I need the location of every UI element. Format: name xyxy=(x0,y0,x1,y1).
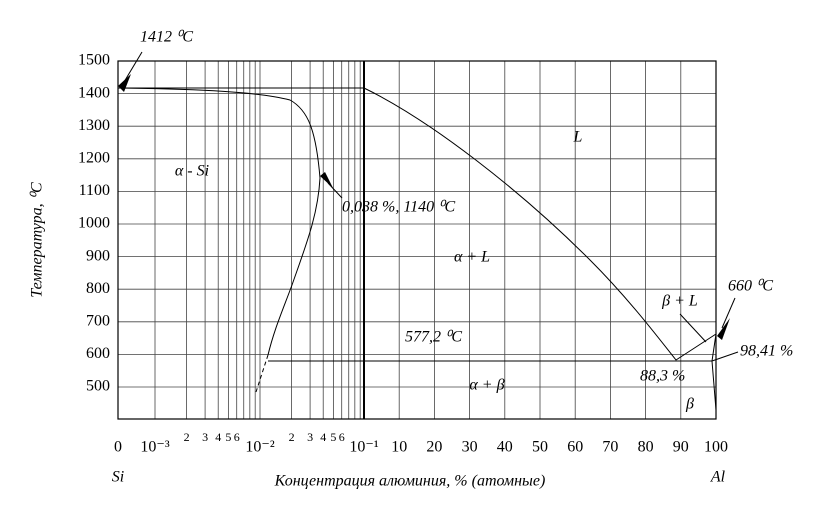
annotation: 98,41 % xyxy=(740,343,793,360)
y-tick-label: 900 xyxy=(86,247,110,264)
x-tick-label: 5 xyxy=(225,430,231,444)
x-tick-label: 80 xyxy=(638,439,654,456)
leader xyxy=(721,297,736,329)
annotation: 577,2 ⁰C xyxy=(405,329,462,346)
x-tick-label: 2 xyxy=(289,430,295,444)
x-tick-label: 60 xyxy=(567,439,583,456)
leader xyxy=(327,182,343,199)
y-tick-label: 600 xyxy=(86,345,110,362)
y-tick-label: 1100 xyxy=(79,182,110,199)
y-tick-label: 1000 xyxy=(78,215,110,232)
marker xyxy=(717,318,730,340)
x-tick-label: 6 xyxy=(234,430,240,444)
x-tick-label: 30 xyxy=(462,439,478,456)
labels: 1500140013001200110010009008007006005000… xyxy=(29,29,794,490)
x-tick-label: 4 xyxy=(320,430,326,444)
y-tick-label: 1400 xyxy=(78,84,110,101)
y-axis-title: Температура, ⁰C xyxy=(29,182,46,298)
annotation: 88,3 % xyxy=(640,368,685,385)
y-tick-label: 800 xyxy=(86,280,110,297)
region-label: α + β xyxy=(469,377,504,394)
x-end-label: Si xyxy=(112,469,124,486)
marker xyxy=(118,74,131,92)
grid xyxy=(118,60,716,419)
y-tick-label: 1200 xyxy=(78,149,110,166)
y-tick-label: 1500 xyxy=(78,52,110,69)
region-label: α - Si xyxy=(175,163,209,180)
x-end-label: Al xyxy=(710,469,726,486)
leader xyxy=(711,351,739,362)
x-tick-label: 90 xyxy=(673,439,689,456)
y-tick-label: 1300 xyxy=(78,117,110,134)
region-label: α + L xyxy=(454,249,490,266)
region-label: L xyxy=(573,129,583,146)
annotation: 1412 ⁰C xyxy=(140,29,193,46)
x-tick-label: 100 xyxy=(704,439,728,456)
x-tick-label: 0 xyxy=(114,439,122,456)
x-tick-label: 4 xyxy=(215,430,221,444)
x-tick-label: 3 xyxy=(307,430,313,444)
y-tick-label: 500 xyxy=(86,378,110,395)
x-tick-label: 70 xyxy=(602,439,618,456)
x-tick-label: 3 xyxy=(202,430,208,444)
x-tick-label: 10⁻¹ xyxy=(349,439,378,456)
annotation: 660 ⁰C xyxy=(728,278,773,295)
region-label: β xyxy=(685,396,694,413)
solvus xyxy=(117,87,321,356)
x-tick-label: 10 xyxy=(391,439,407,456)
x-tick-label: 5 xyxy=(330,430,336,444)
x-tick-label: 6 xyxy=(339,430,345,444)
x-tick-label: 2 xyxy=(184,430,190,444)
x-tick-label: 50 xyxy=(532,439,548,456)
x-axis-title: Концентрация алюминия, % (атомные) xyxy=(274,473,546,490)
leader xyxy=(679,313,707,343)
y-tick-label: 700 xyxy=(86,312,110,329)
liquidus xyxy=(118,87,717,361)
x-tick-label: 40 xyxy=(497,439,513,456)
solvus-extrapolated xyxy=(255,354,269,393)
marker xyxy=(320,172,333,188)
leader xyxy=(123,51,143,83)
x-tick-label: 20 xyxy=(426,439,442,456)
region-label: β + L xyxy=(661,293,698,310)
plot-frame xyxy=(117,60,717,420)
x-tick-label: 10⁻³ xyxy=(140,439,169,456)
annotation: 0,038 %, 1140 ⁰C xyxy=(342,199,456,216)
x-tick-label: 10⁻² xyxy=(245,439,274,456)
